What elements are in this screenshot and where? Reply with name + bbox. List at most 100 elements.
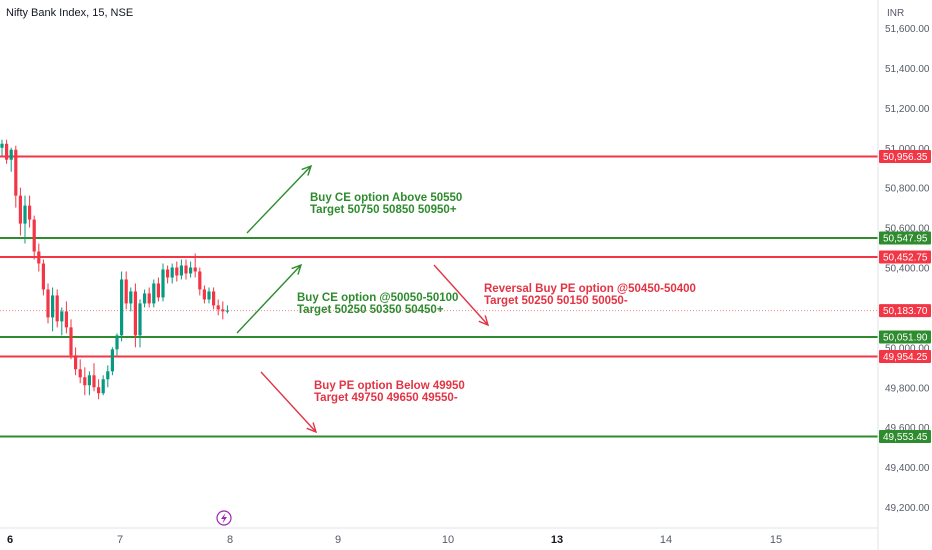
candle xyxy=(60,307,64,336)
candle-body xyxy=(216,305,220,310)
candle-body xyxy=(5,143,9,160)
candle-body xyxy=(9,149,13,160)
annotation-line: Target 50250 50150 50050- xyxy=(484,295,628,307)
candle-body xyxy=(74,355,78,370)
candle xyxy=(64,301,68,334)
chart-title: Nifty Bank Index, 15, NSE xyxy=(6,7,133,19)
y-tick-label: 50,800.00 xyxy=(885,184,930,195)
candle xyxy=(9,147,13,172)
candle xyxy=(133,283,137,348)
candle-body xyxy=(106,371,110,380)
candle-body xyxy=(129,291,133,304)
arrow-shaft xyxy=(246,165,312,234)
candle-body xyxy=(23,205,27,224)
candle xyxy=(69,319,73,360)
annotation-line: Target 50250 50350 50450+ xyxy=(297,304,444,316)
candle-body xyxy=(60,311,64,322)
candle-body xyxy=(83,377,87,386)
x-tick-label: 9 xyxy=(335,534,341,546)
candle xyxy=(41,259,45,296)
candle xyxy=(55,289,59,328)
candle-body xyxy=(166,269,170,278)
candle xyxy=(110,347,114,376)
candle xyxy=(18,187,22,236)
candle xyxy=(221,301,225,320)
candle-body xyxy=(18,195,22,224)
level-tag xyxy=(879,330,931,344)
y-tick-label: 49,800.00 xyxy=(885,383,930,394)
candle-body xyxy=(64,311,68,328)
candle xyxy=(115,333,119,356)
candle xyxy=(92,363,96,392)
candle-body xyxy=(37,251,41,264)
candle-body xyxy=(97,387,101,394)
candle xyxy=(97,379,101,400)
arrow-shaft xyxy=(236,264,302,334)
level-tag xyxy=(879,149,931,163)
candle-body xyxy=(138,303,142,336)
y-tick-label: 50,400.00 xyxy=(885,264,930,275)
arrow-head xyxy=(478,315,490,327)
lightning-icon[interactable] xyxy=(216,510,232,526)
candle xyxy=(175,261,179,282)
annotation-line: Buy CE option @50050-50100 xyxy=(297,292,458,304)
candle-body xyxy=(175,267,179,276)
x-tick-label: 7 xyxy=(117,534,123,546)
level-tag-label: 50,452.75 xyxy=(883,252,928,263)
candle xyxy=(0,139,4,156)
last-price-label: 50,183.70 xyxy=(883,306,928,317)
candle-body xyxy=(124,279,128,304)
y-tick-label: 50,600.00 xyxy=(885,224,930,235)
level-tags: 50,956.35 50,547.95 50,452.75 50,051.90 49,9… xyxy=(879,149,931,443)
candle-body xyxy=(32,219,36,252)
candle xyxy=(32,215,36,260)
candle xyxy=(156,277,160,302)
candle xyxy=(216,299,220,316)
y-tick-label: 49,600.00 xyxy=(885,423,930,434)
candle-body xyxy=(110,349,114,372)
x-tick-label: 13 xyxy=(551,534,563,546)
candle xyxy=(138,299,142,348)
level-tag-label: 50,051.90 xyxy=(883,332,928,343)
candle-body xyxy=(46,289,50,318)
annotation-line: Buy CE option Above 50550 xyxy=(310,192,462,204)
arrows xyxy=(236,164,490,434)
level-tag-label: 49,553.45 xyxy=(883,432,928,443)
candle xyxy=(166,265,170,284)
candle-body xyxy=(202,289,206,300)
candle-body xyxy=(69,327,73,356)
candle-body xyxy=(184,265,188,274)
level-tag xyxy=(879,250,931,264)
candle xyxy=(193,253,197,278)
candle-body xyxy=(147,293,151,304)
x-tick-label: 10 xyxy=(442,534,454,546)
candle xyxy=(152,279,156,308)
candle xyxy=(74,347,78,376)
currency-label: INR xyxy=(887,8,904,19)
candle-body xyxy=(198,271,202,290)
arrow-head xyxy=(291,263,303,275)
candle xyxy=(78,359,82,384)
arrow-head xyxy=(306,422,318,434)
candle xyxy=(120,271,124,342)
y-tick-label: 51,200.00 xyxy=(885,104,930,115)
candle xyxy=(170,263,174,284)
arrow xyxy=(260,371,318,434)
candle xyxy=(161,263,165,302)
candle-body xyxy=(101,379,105,394)
x-tick-label: 6 xyxy=(7,534,13,546)
candle-body xyxy=(225,310,229,312)
y-tick-label: 51,400.00 xyxy=(885,64,930,75)
candles xyxy=(0,139,229,400)
x-tick-label: 8 xyxy=(227,534,233,546)
candle xyxy=(101,375,105,396)
candle-body xyxy=(152,283,156,304)
y-tick-label: 51,000.00 xyxy=(885,144,930,155)
annotation-line: Target 50750 50850 50950+ xyxy=(310,204,457,216)
candle-body xyxy=(55,295,59,322)
candle xyxy=(14,145,18,208)
arrow xyxy=(236,263,303,334)
x-tick-label: 14 xyxy=(660,534,672,546)
